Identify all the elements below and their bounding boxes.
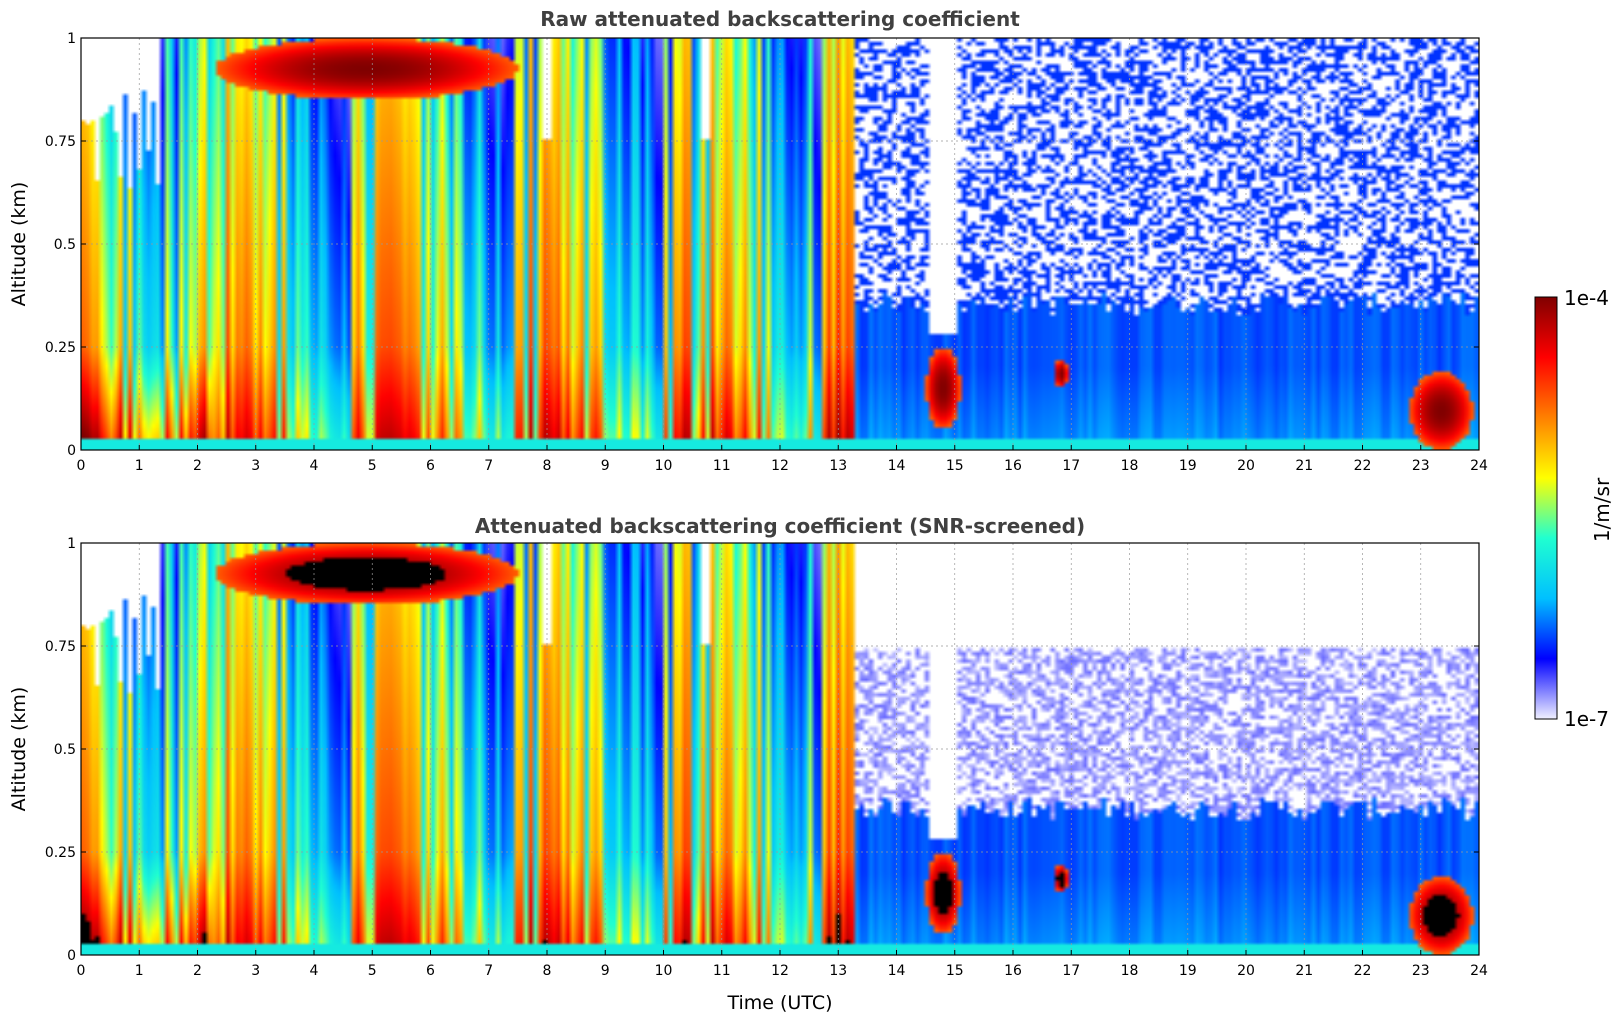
panel2-xtick-label: 14 <box>888 963 906 979</box>
panel1-xtick-label: 16 <box>1004 458 1022 474</box>
panel2-ticks: 0 1 2 3 4 5 6 7 8 9 10 11 12 13 14 15 16 17 18 19 20 21 22 23 24… <box>45 536 1488 979</box>
panel1-ylabel: Altitude (km) <box>8 182 30 307</box>
panel2-xtick-label: 8 <box>543 963 552 979</box>
panel1-xtick-label: 5 <box>368 458 377 474</box>
panel1-ticks: 0 1 2 3 4 5 6 7 8 9 10 11 12 13 14 15 16 17 18 19 20 21 22 23 24… <box>45 31 1488 474</box>
panel2-grid <box>81 543 1479 955</box>
panel2-ytick-label: 0.75 <box>45 639 76 655</box>
panel1-xtick-label: 21 <box>1295 458 1313 474</box>
panel2-xtick-label: 5 <box>368 963 377 979</box>
panel1-xtick-label: 18 <box>1121 458 1139 474</box>
panel1-xtick-label: 10 <box>655 458 673 474</box>
panel1-xtick-label: 1 <box>135 458 144 474</box>
panel2-xtick-label: 13 <box>829 963 847 979</box>
panel2-xtick-label: 9 <box>601 963 610 979</box>
panel2-xtick-label: 21 <box>1295 963 1313 979</box>
panel1-ytick-label: 0.75 <box>45 134 76 150</box>
panel2-xtick-label: 0 <box>77 963 86 979</box>
colorbar <box>1534 296 1558 720</box>
panel2-xtick-label: 10 <box>655 963 673 979</box>
panel1-xtick-label: 0 <box>77 458 86 474</box>
panel2-xtick-label: 3 <box>251 963 260 979</box>
panel2-ytick-label: 0 <box>67 948 76 964</box>
panel1-grid <box>81 38 1479 450</box>
panel1-xtick-label: 8 <box>543 458 552 474</box>
panel2-xtick-label: 12 <box>771 963 789 979</box>
panel1-xtick-label: 14 <box>888 458 906 474</box>
panel2-xtick-label: 18 <box>1121 963 1139 979</box>
panel1-xtick-label: 12 <box>771 458 789 474</box>
panel2-xtick-label: 24 <box>1470 963 1488 979</box>
panel2-xtick-label: 2 <box>193 963 202 979</box>
panel1-xtick-label: 19 <box>1179 458 1197 474</box>
panel1-xtick-label: 9 <box>601 458 610 474</box>
panel1-xtick-label: 13 <box>829 458 847 474</box>
panel2-xtick-label: 20 <box>1237 963 1255 979</box>
panel2-xtick-label: 4 <box>310 963 319 979</box>
colorbar-unit-label: 1/m/sr <box>1590 477 1614 542</box>
panel1-ytick-label: 1 <box>67 31 76 47</box>
panel1-ytick-label: 0 <box>67 443 76 459</box>
panel1-xtick-label: 15 <box>946 458 964 474</box>
panel1-title: Raw attenuated backscattering coefficien… <box>540 7 1020 31</box>
panel2-ytick-label: 0.5 <box>54 742 76 758</box>
panel1-xtick-label: 3 <box>251 458 260 474</box>
panel2-ylabel: Altitude (km) <box>8 687 30 812</box>
panel1-xtick-label: 6 <box>426 458 435 474</box>
panel2-xtick-label: 1 <box>135 963 144 979</box>
panel2-xtick-label: 16 <box>1004 963 1022 979</box>
panel2-xtick-label: 17 <box>1062 963 1080 979</box>
panel1-xtick-label: 24 <box>1470 458 1488 474</box>
colorbar-max-label: 1e-4 <box>1564 286 1609 310</box>
panel2-xlabel: Time (UTC) <box>726 992 832 1014</box>
panel1-xtick-label: 20 <box>1237 458 1255 474</box>
panel2-xtick-label: 11 <box>713 963 731 979</box>
colorbar-min-label: 1e-7 <box>1564 707 1609 731</box>
panel2-xtick-label: 22 <box>1354 963 1372 979</box>
panel2-xtick-label: 7 <box>484 963 493 979</box>
panel1-xtick-label: 11 <box>713 458 731 474</box>
panel2-title: Attenuated backscattering coefficient (S… <box>475 514 1085 538</box>
panel1-ytick-label: 0.25 <box>45 340 76 356</box>
panel1-xtick-label: 22 <box>1354 458 1372 474</box>
panel1-xtick-label: 17 <box>1062 458 1080 474</box>
panel2-xtick-label: 23 <box>1412 963 1430 979</box>
panel1-xtick-label: 2 <box>193 458 202 474</box>
panel1-xtick-label: 23 <box>1412 458 1430 474</box>
panel2-xtick-label: 6 <box>426 963 435 979</box>
panel2-xtick-label: 15 <box>946 963 964 979</box>
panel1-xtick-label: 7 <box>484 458 493 474</box>
panel1-ytick-label: 0.5 <box>54 237 76 253</box>
panel2-ytick-label: 1 <box>67 536 76 552</box>
panel2-xtick-label: 19 <box>1179 963 1197 979</box>
panel1-xtick-label: 4 <box>310 458 319 474</box>
panel2-ytick-label: 0.25 <box>45 845 76 861</box>
